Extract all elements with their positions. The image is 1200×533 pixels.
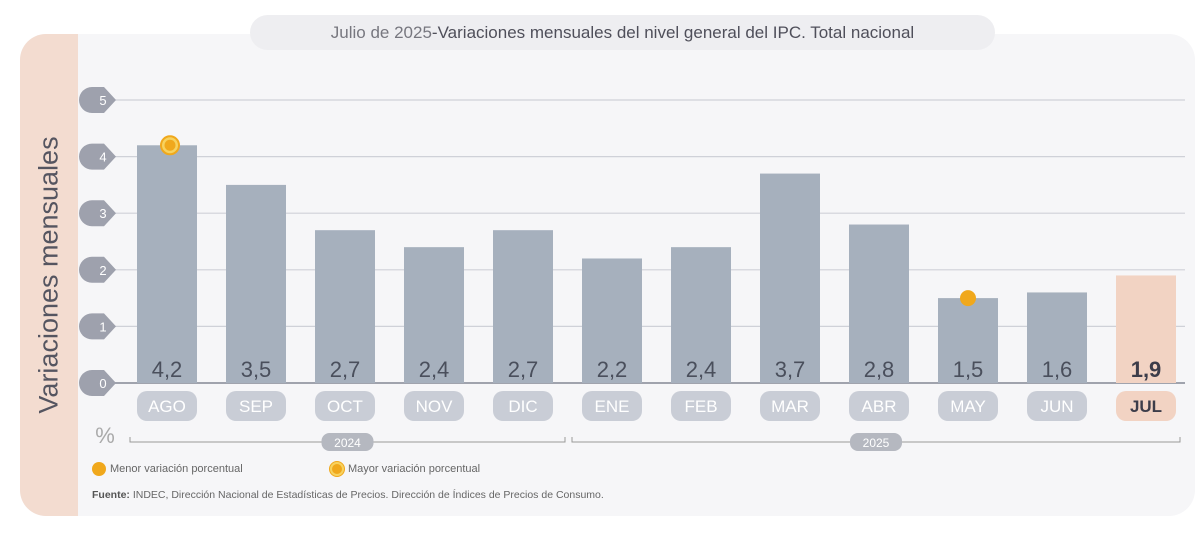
- year-pill: [321, 433, 374, 451]
- source-label: Fuente:: [92, 489, 130, 501]
- bar-jun: [1027, 292, 1087, 383]
- min-marker: [960, 290, 976, 307]
- y-tick-label: 1: [99, 319, 106, 334]
- y-unit-label: %: [95, 423, 115, 448]
- value-label: 3,7: [775, 357, 806, 382]
- month-label: SEP: [239, 397, 273, 416]
- bar-nov: [404, 247, 464, 383]
- value-label: 2,4: [686, 357, 717, 382]
- bar-oct: [315, 230, 375, 383]
- value-label: 1,6: [1042, 357, 1073, 382]
- year-label: 2025: [863, 436, 890, 450]
- value-label: 3,5: [241, 357, 272, 382]
- month-pill: [315, 391, 375, 421]
- bar-sep: [226, 184, 286, 383]
- title-main: Variaciones mensuales del nivel general …: [437, 22, 915, 42]
- bar-feb: [671, 247, 731, 383]
- legend-max: Mayor variación porcentual: [330, 462, 480, 476]
- month-label: DIC: [508, 397, 537, 416]
- value-label: 2,4: [419, 357, 450, 382]
- year-pill: [850, 433, 902, 451]
- source-text: INDEC, Dirección Nacional de Estadística…: [129, 489, 604, 501]
- value-label: 2,7: [508, 357, 539, 382]
- month-pill: [226, 391, 286, 421]
- month-pill: [582, 391, 642, 421]
- y-tick-badge: [79, 143, 116, 170]
- max-marker-core: [164, 139, 176, 151]
- y-tick-label: 0: [99, 376, 106, 391]
- month-label: JUN: [1040, 397, 1073, 416]
- bar-may: [938, 298, 998, 383]
- month-pill: [671, 391, 731, 421]
- month-label: FEB: [684, 397, 717, 416]
- bar-ene: [582, 258, 642, 383]
- month-label: NOV: [416, 397, 454, 416]
- value-label: 2,8: [864, 357, 895, 382]
- source-note: Fuente: INDEC, Dirección Nacional de Est…: [92, 489, 604, 501]
- month-pill: [493, 391, 553, 421]
- month-pill: [137, 391, 197, 421]
- month-label: AGO: [148, 397, 186, 416]
- month-label: JUL: [1130, 397, 1162, 416]
- legend-max-label: Mayor variación porcentual: [348, 463, 481, 475]
- month-pill: [1027, 391, 1087, 421]
- y-axis-panel: [20, 34, 78, 516]
- title-date: Julio de 2025: [330, 22, 432, 42]
- value-label: 1,9: [1131, 357, 1162, 382]
- month-label: OCT: [327, 397, 363, 416]
- month-pill: [1116, 391, 1176, 421]
- value-label: 2,2: [597, 357, 628, 382]
- bar-mar: [760, 173, 820, 383]
- y-tick-label: 5: [99, 93, 106, 108]
- y-tick-badge: [79, 256, 116, 283]
- year-label: 2024: [334, 436, 361, 450]
- y-tick-label: 4: [99, 150, 106, 165]
- value-label: 4,2: [152, 357, 183, 382]
- legend-min: Menor variación porcentual: [92, 462, 243, 476]
- y-tick-label: 2: [99, 263, 106, 278]
- y-tick-badge: [79, 87, 116, 113]
- month-pill: [849, 391, 909, 421]
- y-tick-label: 3: [99, 206, 106, 221]
- y-tick-badge: [79, 313, 116, 340]
- month-pill: [760, 391, 820, 421]
- legend-min-label: Menor variación porcentual: [110, 463, 243, 475]
- y-tick-badge: [79, 370, 116, 396]
- month-label: ENE: [595, 397, 630, 416]
- bar-jul: [1116, 275, 1176, 383]
- value-label: 2,7: [330, 357, 361, 382]
- month-label: MAY: [950, 397, 986, 416]
- bar-abr: [849, 224, 909, 383]
- min-marker-icon: [92, 462, 106, 476]
- month-pill: [938, 391, 998, 421]
- bar-dic: [493, 230, 553, 383]
- month-label: ABR: [862, 397, 897, 416]
- chart-title: Julio de 2025 - Variaciones mensuales de…: [250, 15, 995, 50]
- title-separator: -: [431, 22, 438, 42]
- month-pill: [404, 391, 464, 421]
- value-label: 1,5: [953, 357, 984, 382]
- bar-ago: [137, 145, 197, 383]
- max-marker-icon: [330, 462, 344, 476]
- y-tick-badge: [79, 200, 116, 227]
- month-label: MAR: [771, 397, 809, 416]
